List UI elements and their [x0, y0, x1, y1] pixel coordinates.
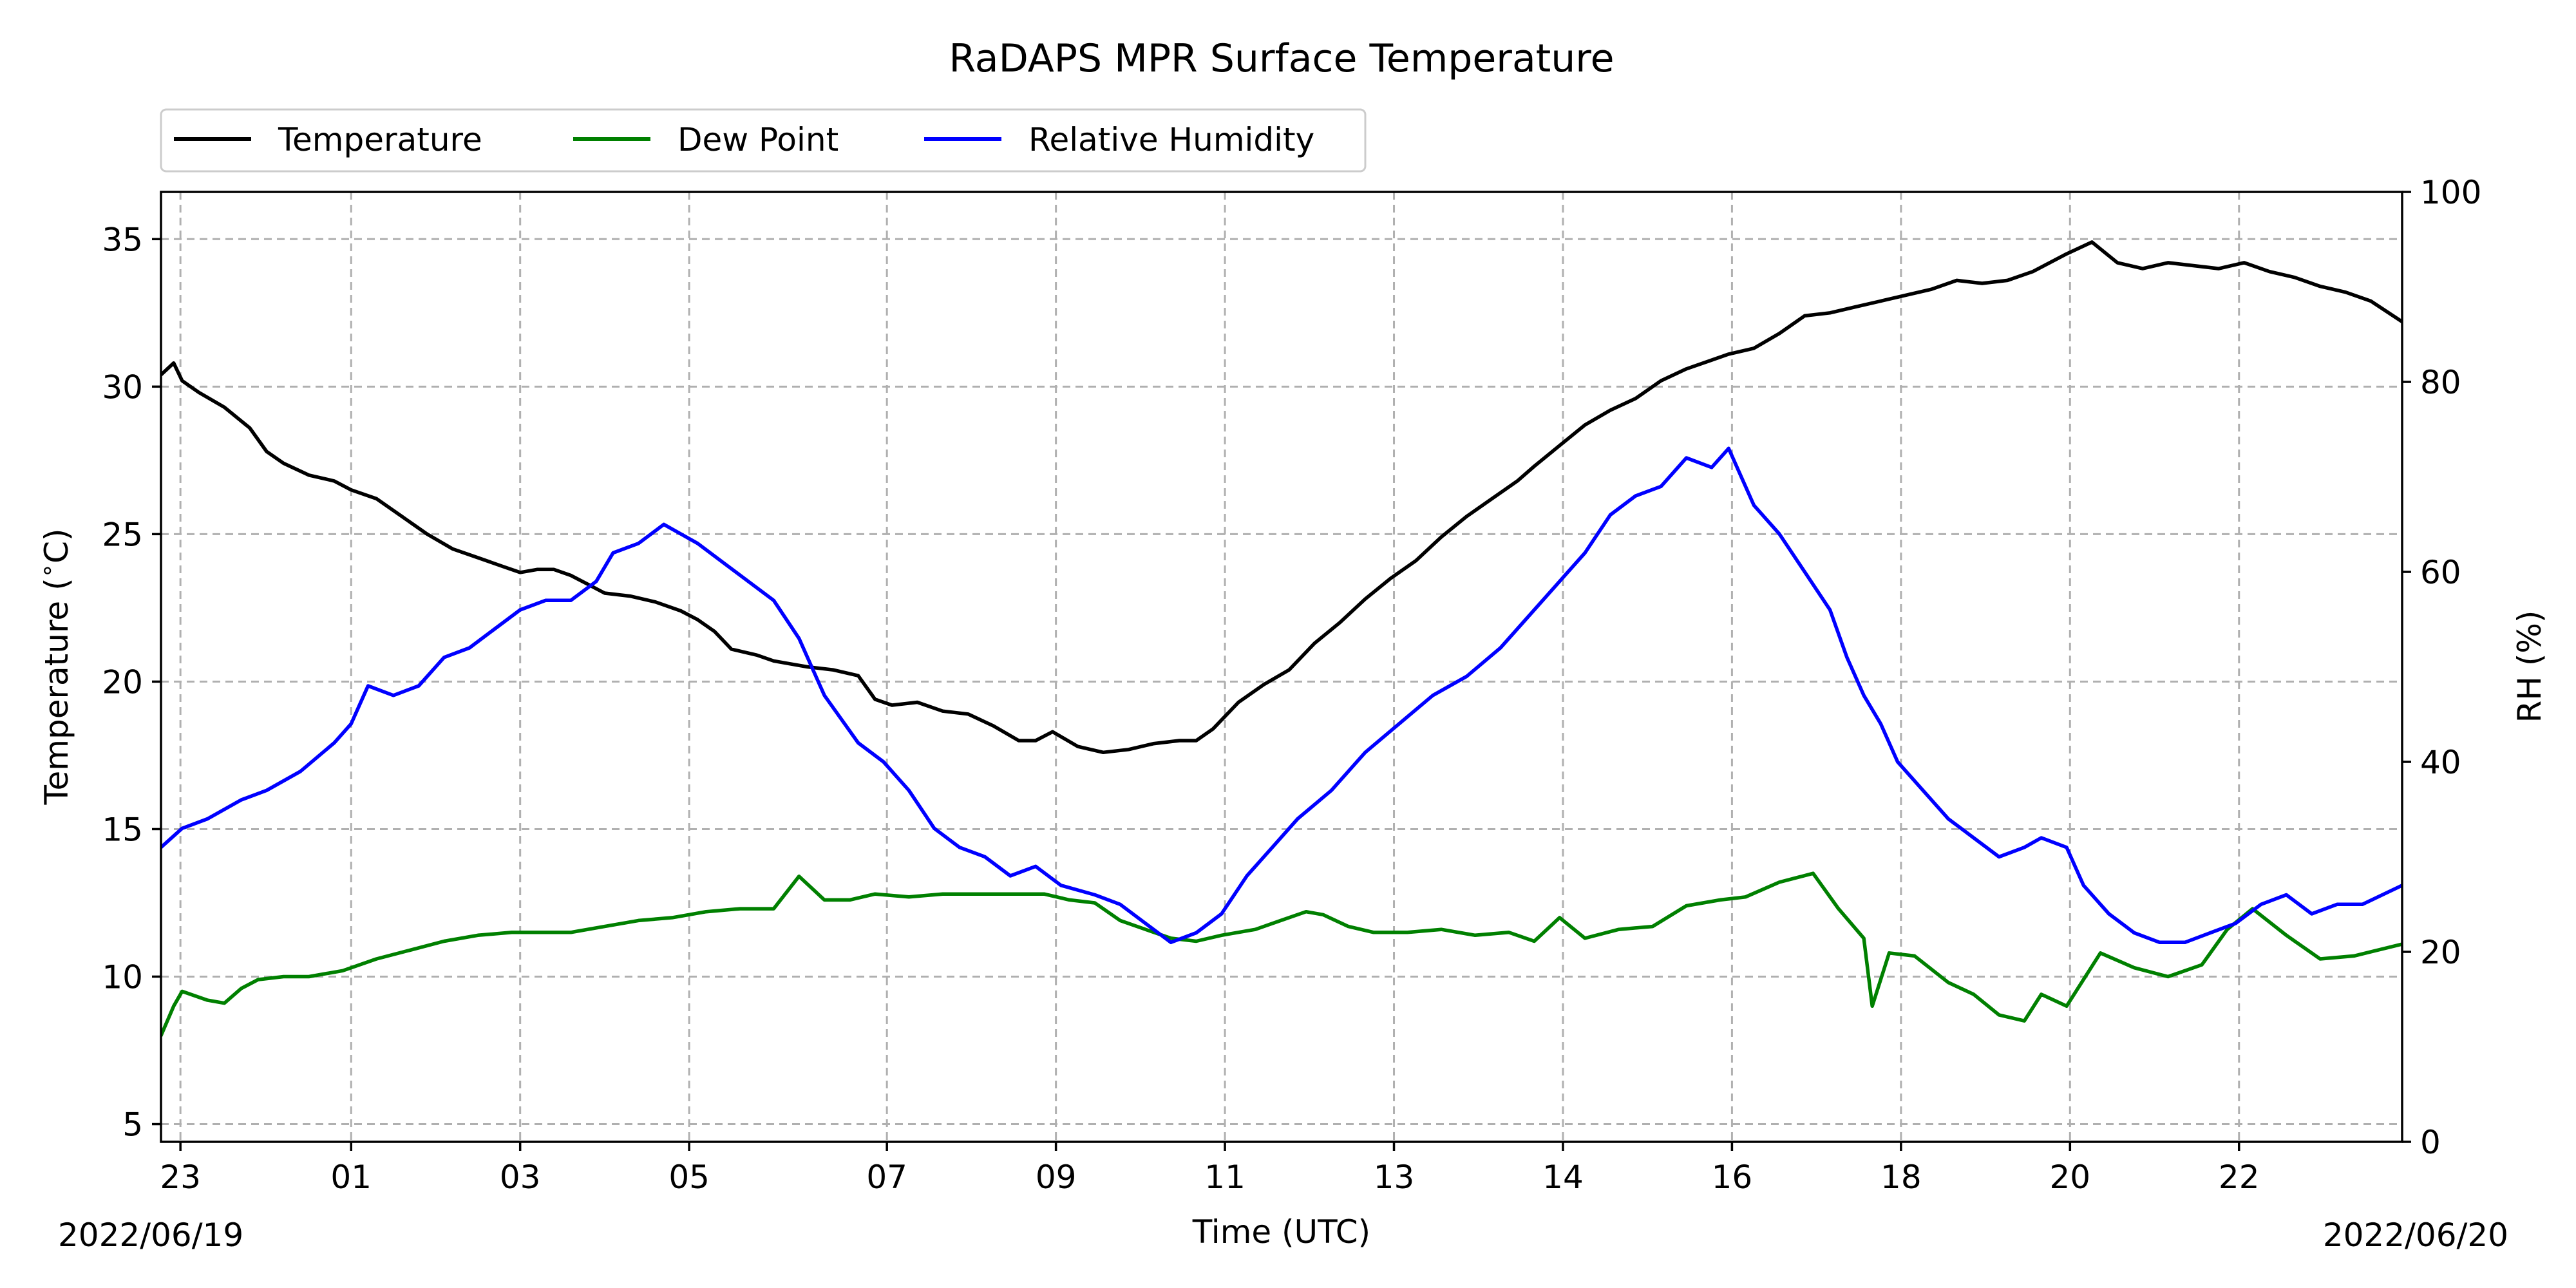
- y-left-tick-label: 30: [102, 368, 143, 406]
- x-tick-label: 13: [1374, 1159, 1415, 1196]
- plot-frame: [160, 191, 2403, 1143]
- chart-title: RaDAPS MPR Surface Temperature: [949, 36, 1614, 81]
- x-tick-label: 18: [1880, 1159, 1922, 1196]
- y-axis-left-label-pre: Temperature (: [38, 578, 75, 805]
- x-tick-label: 07: [866, 1159, 907, 1196]
- grid-layer: [161, 192, 2402, 1142]
- y-left-tick-label: 10: [102, 958, 143, 996]
- x-tick-label: 22: [2219, 1159, 2260, 1196]
- series-line-dew-point: [161, 871, 2402, 1037]
- y-ticks-left: 5 10 15 20 25 30 35: [102, 221, 161, 1144]
- series-layer: [161, 240, 2402, 1037]
- x-tick-label: 09: [1036, 1159, 1077, 1196]
- x-axis-label: Time (UTC): [1192, 1213, 1370, 1251]
- y-ticks-right: 0 20 40 60 80 100: [2402, 174, 2481, 1161]
- y-axis-left-label: Temperature (∘C): [34, 528, 76, 805]
- y-right-tick-label: 40: [2420, 744, 2461, 781]
- y-right-tick-label: 100: [2420, 174, 2481, 211]
- x-tick-label: 16: [1712, 1159, 1753, 1196]
- x-tick-label: 11: [1204, 1159, 1245, 1196]
- y-axis-left-label-degree: ∘: [34, 564, 61, 578]
- y-right-tick-label: 80: [2420, 364, 2461, 401]
- x-tick-label: 05: [668, 1159, 710, 1196]
- y-right-tick-label: 60: [2420, 554, 2461, 591]
- x-tick-label: 23: [160, 1159, 201, 1196]
- y-right-tick-label: 20: [2420, 934, 2461, 971]
- y-left-tick-label: 35: [102, 221, 143, 258]
- legend: Temperature Dew Point Relative Humidity: [160, 108, 1367, 173]
- y-axis-right-label: RH (%): [2511, 611, 2548, 723]
- y-axis-left-label-post: C): [38, 528, 75, 563]
- legend-label: Relative Humidity: [1028, 121, 1314, 158]
- y-left-tick-label: 15: [102, 811, 143, 848]
- y-left-tick-label: 25: [102, 516, 143, 553]
- legend-label: Dew Point: [677, 121, 838, 158]
- legend-label: Temperature: [278, 121, 482, 158]
- y-left-tick-label: 5: [122, 1106, 143, 1144]
- x-tick-label: 01: [330, 1159, 372, 1196]
- series-line-temperature: [161, 240, 2402, 755]
- y-left-tick-label: 20: [102, 663, 143, 701]
- date-start-label: 2022/06/19: [58, 1217, 243, 1254]
- x-ticks: 23 01 03 05 07 09 11 13 14 16 18 20 22: [160, 1142, 2260, 1196]
- x-tick-label: 03: [500, 1159, 541, 1196]
- x-tick-label: 14: [1542, 1159, 1584, 1196]
- series-line-relative-humidity: [161, 446, 2402, 945]
- x-tick-label: 20: [2049, 1159, 2090, 1196]
- date-end-label: 2022/06/20: [2323, 1217, 2508, 1254]
- y-right-tick-label: 0: [2420, 1124, 2441, 1161]
- legend-box: [160, 108, 1367, 173]
